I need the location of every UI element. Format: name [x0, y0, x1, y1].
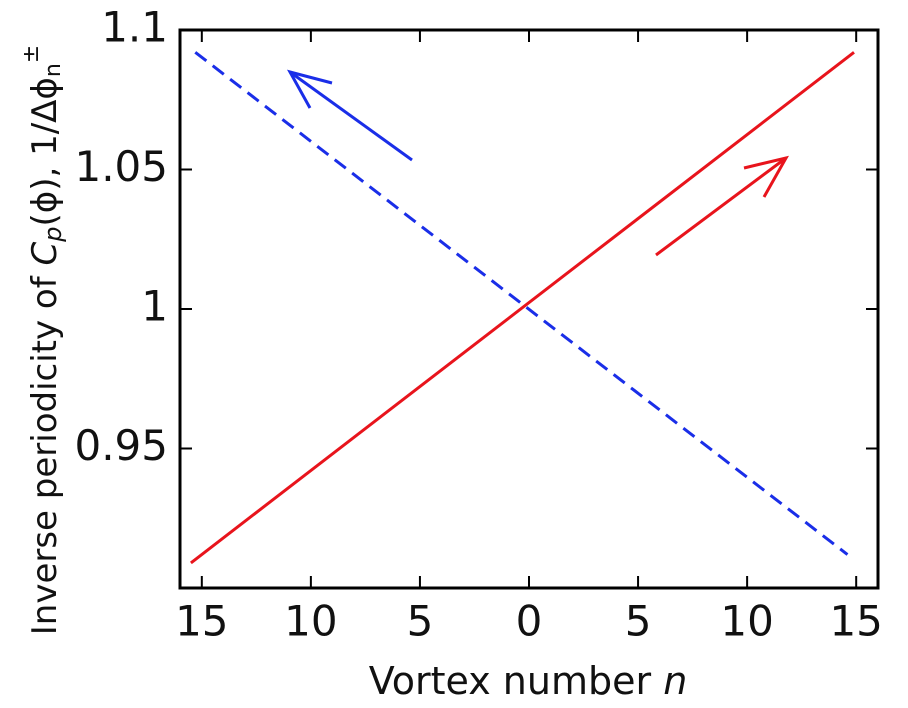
x-tick-label: 10: [284, 597, 337, 646]
y-label-var: C: [25, 241, 65, 265]
y-tick-label: 1.05: [74, 142, 168, 191]
y-label-sub: n: [41, 63, 66, 77]
y-label-sup: ±: [19, 45, 44, 63]
x-axis-label: Vortex number n: [369, 659, 688, 703]
y-label-sub: p: [39, 226, 67, 242]
x-tick-label: 15: [829, 597, 882, 646]
x-tick-label: 5: [625, 597, 652, 646]
x-label-var: n: [663, 659, 687, 703]
series-line: [189, 51, 855, 565]
y-label-text: Inverse periodicity of: [25, 265, 65, 635]
y-tick-label: 1.1: [101, 3, 168, 52]
x-tick-label: 5: [407, 597, 434, 646]
x-tick-label: 10: [720, 597, 773, 646]
x-tick-label: 0: [516, 597, 543, 646]
y-tick-label: 0.95: [74, 421, 168, 470]
x-label-text: Vortex number: [369, 659, 663, 703]
red-arrow: [655, 155, 789, 257]
y-tick-label: 1: [141, 282, 168, 331]
blue-arrow: [286, 69, 413, 162]
y-label-text: (ϕ), 1/Δϕ: [25, 77, 65, 226]
x-tick-label: 15: [175, 597, 228, 646]
y-axis-label: Inverse periodicity of Cp(ϕ), 1/Δϕn±: [19, 45, 67, 636]
series-line: [194, 51, 849, 556]
